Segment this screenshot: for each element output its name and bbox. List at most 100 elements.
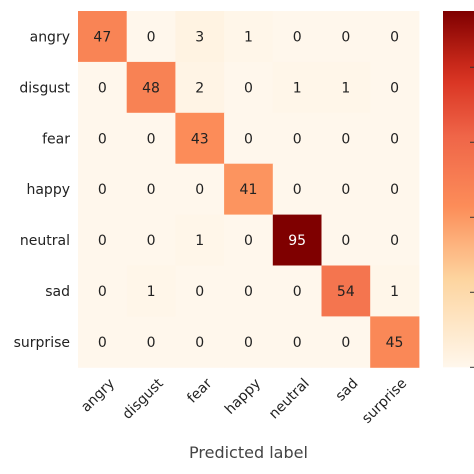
cell-value-label: 0 [147, 233, 156, 249]
heatmap-cell [321, 11, 371, 63]
cell-value-label: 47 [93, 29, 111, 45]
cell-value-label: 0 [390, 29, 399, 45]
cell-value-label: 1 [244, 29, 253, 45]
x-axis-title: Predicted label [189, 443, 308, 462]
heatmap-cell [370, 112, 420, 165]
cell-value-label: 0 [244, 131, 253, 147]
cell-value-label: 0 [244, 335, 253, 351]
heatmap-cell [78, 11, 128, 63]
heatmap-cell [175, 265, 225, 317]
cell-value-label: 0 [195, 335, 204, 351]
cell-value-label: 48 [142, 80, 160, 96]
heatmap-cell [175, 112, 225, 165]
heatmap-cell [175, 11, 225, 63]
heatmap-cell [321, 214, 371, 266]
heatmap-cell [175, 316, 225, 368]
heatmap-cell [272, 163, 322, 216]
cell-value-label: 0 [147, 335, 156, 351]
cell-value-label: 0 [98, 335, 107, 351]
cell-value-label: 3 [195, 29, 204, 45]
cell-value-label: 41 [240, 182, 258, 198]
y-tick-label: fear [42, 131, 70, 147]
y-tick-label: surprise [14, 335, 70, 351]
heatmap-cell [78, 214, 128, 266]
cell-value-label: 0 [195, 284, 204, 300]
x-tick-label: angry [78, 376, 118, 416]
y-tick-label: happy [26, 182, 70, 198]
heatmap-cell [272, 112, 322, 165]
heatmap-cell [78, 112, 128, 165]
heatmap-cell [78, 265, 128, 317]
x-tick-label: neutral [266, 376, 313, 423]
colorbar: 02468 [443, 11, 474, 368]
heatmap-cell [321, 316, 371, 368]
heatmap-cell [370, 61, 420, 114]
cell-value-label: 0 [341, 335, 350, 351]
heatmap-cell [224, 61, 274, 114]
cell-value-label: 0 [293, 335, 302, 351]
cell-value-label: 0 [244, 284, 253, 300]
heatmap-cell [272, 214, 322, 266]
cell-value-label: 0 [390, 131, 399, 147]
heatmap-cell [272, 61, 322, 114]
heatmap-cell [224, 265, 274, 317]
cell-value-label: 0 [293, 182, 302, 198]
cell-value-label: 0 [293, 131, 302, 147]
heatmap-cell [126, 61, 176, 114]
heatmap-cell [370, 214, 420, 266]
heatmap-cell [272, 316, 322, 368]
heatmap-cell [224, 112, 274, 165]
heatmap-cell [224, 316, 274, 368]
cell-value-label: 95 [288, 233, 306, 249]
colorbar-gradient [443, 11, 474, 368]
x-tick-label: happy [222, 376, 264, 418]
y-tick-label: neutral [20, 233, 70, 249]
cell-value-label: 1 [390, 284, 399, 300]
heatmap-cell [126, 112, 176, 165]
heatmap-cell [321, 112, 371, 165]
heatmap-cell [126, 214, 176, 266]
y-tick-label: disgust [19, 80, 70, 96]
x-tick-label: disgust [120, 375, 167, 422]
cell-value-label: 0 [195, 182, 204, 198]
x-tick-label: surprise [359, 376, 410, 427]
x-tick-label: fear [184, 375, 215, 406]
heatmap-cell [321, 163, 371, 216]
x-tick-label: sad [333, 376, 362, 405]
cell-value-label: 0 [244, 233, 253, 249]
heatmap-cell [272, 11, 322, 63]
cell-value-label: 0 [98, 233, 107, 249]
heatmap-cells: 47 0 3 1 0 0 0 0 48 2 0 1 1 0 0 0 43 0 0 0 0 0 0 0 41 0 0 0 0 0 1 0 95 0 0… [78, 11, 420, 368]
cell-value-label: 1 [293, 80, 302, 96]
heatmap-cell [175, 163, 225, 216]
cell-value-label: 0 [147, 182, 156, 198]
cell-value-label: 43 [191, 131, 209, 147]
cell-value-label: 0 [341, 131, 350, 147]
cell-value-label: 0 [147, 131, 156, 147]
y-axis-tick-labels: angry disgust fear happy neutral sad surprise [14, 29, 71, 350]
cell-value-label: 1 [195, 233, 204, 249]
cell-value-label: 2 [195, 80, 204, 96]
cell-value-label: 0 [390, 233, 399, 249]
heatmap-cell [224, 11, 274, 63]
heatmap-cell [126, 11, 176, 63]
cell-value-label: 0 [341, 233, 350, 249]
cell-value-label: 0 [293, 284, 302, 300]
heatmap-cell [126, 163, 176, 216]
heatmap-cell [224, 214, 274, 266]
cell-value-label: 0 [98, 284, 107, 300]
cell-value-label: 0 [98, 131, 107, 147]
cell-value-label: 0 [293, 29, 302, 45]
heatmap-cell [175, 214, 225, 266]
heatmap-cell [175, 61, 225, 114]
heatmap-cell [272, 265, 322, 317]
cell-value-label: 0 [390, 182, 399, 198]
heatmap-cell [321, 265, 371, 317]
cell-value-label: 1 [341, 80, 350, 96]
cell-value-label: 0 [341, 29, 350, 45]
cell-value-label: 54 [337, 284, 355, 300]
y-tick-label: sad [45, 284, 70, 300]
heatmap-cell [224, 163, 274, 216]
cell-value-label: 45 [386, 335, 404, 351]
